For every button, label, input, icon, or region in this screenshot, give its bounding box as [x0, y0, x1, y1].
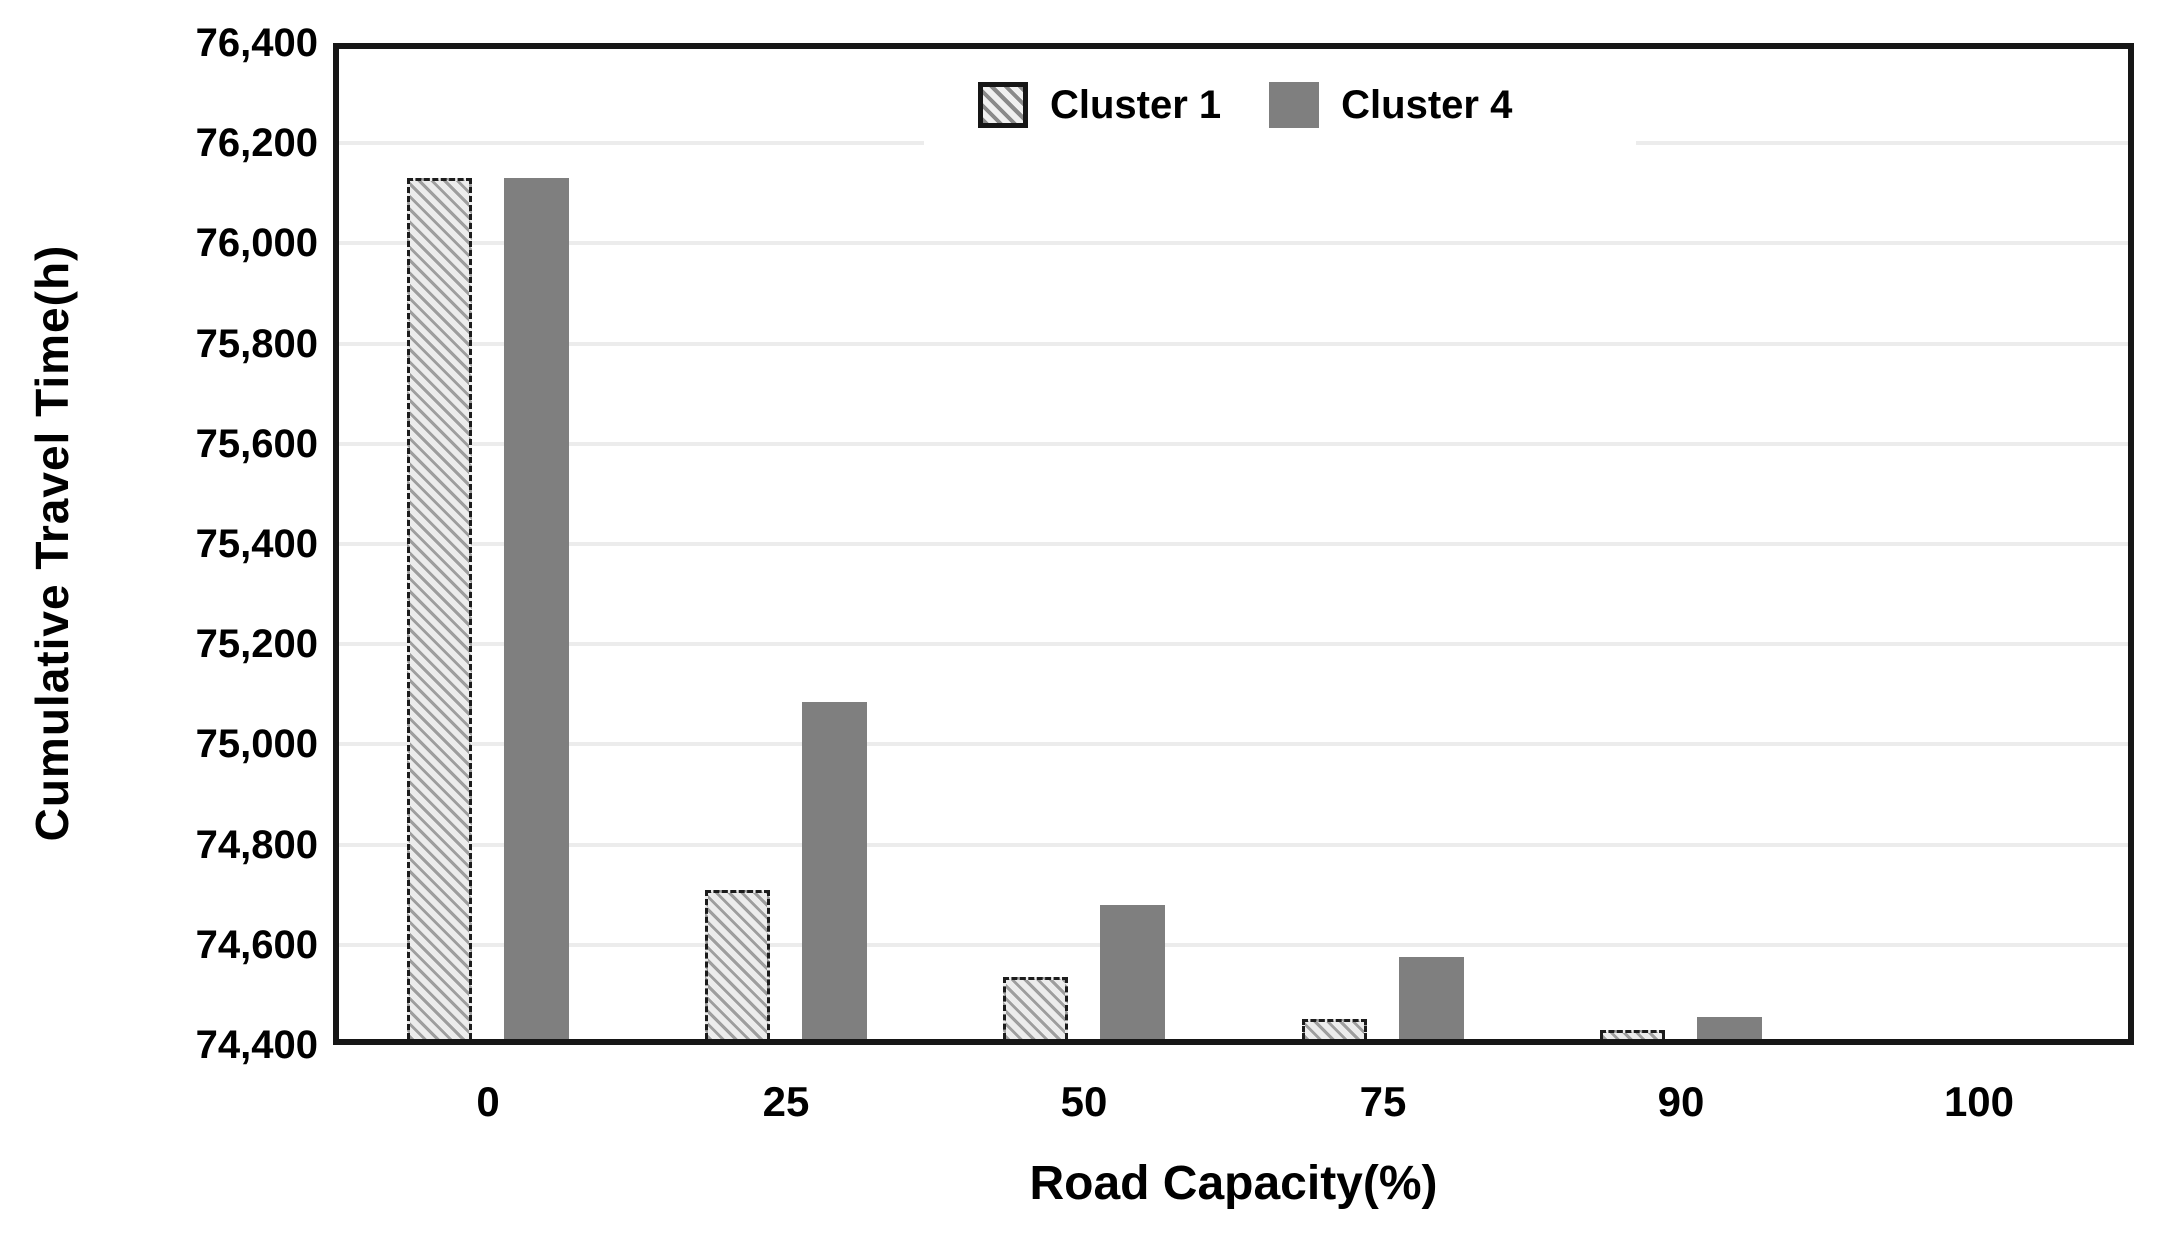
gridline	[339, 942, 2128, 947]
bar-cluster1-x90	[1600, 1030, 1665, 1039]
y-tick-label: 76,400	[195, 21, 318, 65]
bar-cluster4-x25	[802, 702, 867, 1039]
gridline	[339, 341, 2128, 346]
x-tick-label: 90	[1657, 1078, 1705, 1125]
y-tick-label: 75,000	[195, 722, 318, 767]
y-tick-label: 74,600	[195, 922, 318, 967]
plot-area: Cluster 1 Cluster 4	[333, 43, 2134, 1045]
bar-cluster1-x75	[1302, 1019, 1367, 1039]
gridline	[339, 842, 2128, 847]
y-tick-label: 76,200	[195, 121, 318, 166]
y-tick-label: 76,000	[195, 221, 318, 266]
bar-cluster4-x0	[504, 178, 569, 1039]
x-axis-title: Road Capacity(%)	[1029, 1157, 1438, 1210]
bar-cluster1-x50	[1003, 977, 1068, 1039]
gridline	[339, 241, 2128, 246]
bar-cluster1-x0	[407, 178, 472, 1039]
bar-cluster1-x25	[705, 890, 770, 1039]
y-tick-label: 75,400	[195, 522, 318, 566]
legend-swatch-cluster1-hatched-icon	[978, 82, 1028, 128]
bar-cluster4-x90	[1697, 1017, 1762, 1039]
x-tick-label: 100	[1943, 1078, 2015, 1125]
legend-swatch-cluster4-solid-icon	[1269, 82, 1320, 128]
bars	[339, 49, 2128, 1039]
legend: Cluster 1 Cluster 4	[924, 55, 1636, 155]
x-tick-label: 75	[1359, 1078, 1407, 1125]
y-tick-label: 75,200	[195, 622, 318, 667]
y-tick-label: 74,400	[195, 1023, 318, 1067]
x-tick-label: 0	[476, 1078, 500, 1125]
legend-label-cluster1: Cluster 1	[1050, 82, 1222, 127]
bar-cluster4-x75	[1399, 957, 1464, 1039]
gridline	[339, 642, 2128, 647]
x-tick-label: 50	[1060, 1078, 1108, 1125]
y-tick-label: 75,600	[195, 421, 318, 466]
bar-cluster4-x50	[1100, 905, 1165, 1039]
y-tick-label: 74,800	[195, 822, 318, 867]
gridline	[339, 441, 2128, 446]
legend-label-cluster4: Cluster 4	[1341, 82, 1513, 127]
x-tick-label: 25	[762, 1078, 810, 1125]
gridline	[339, 742, 2128, 747]
gridline	[339, 542, 2128, 546]
y-tick-label: 75,800	[195, 321, 318, 366]
